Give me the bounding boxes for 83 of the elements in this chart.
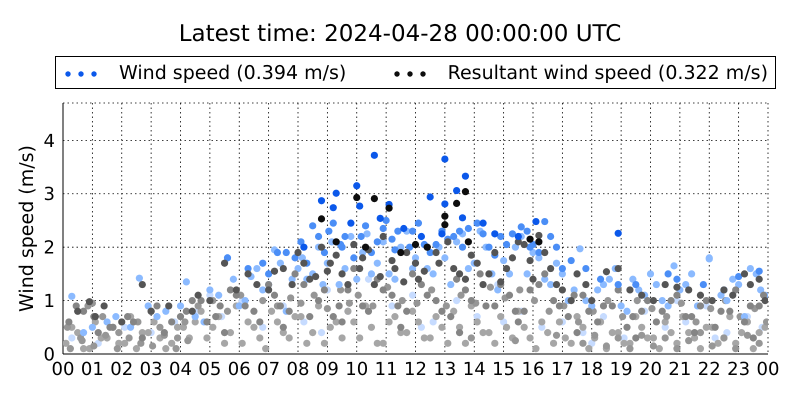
point bbox=[300, 244, 308, 251]
legend-label: Wind speed (0.394 m/s) bbox=[119, 62, 346, 84]
x-tick-label: 14 bbox=[462, 358, 486, 380]
point bbox=[300, 318, 308, 326]
point bbox=[370, 152, 378, 159]
point bbox=[462, 188, 470, 196]
point bbox=[462, 172, 470, 180]
x-tick-label: 15 bbox=[492, 358, 516, 380]
point bbox=[397, 248, 404, 256]
chart-title: Latest time: 2024-04-28 00:00:00 UTC bbox=[178, 20, 622, 48]
x-tick-label: 17 bbox=[550, 358, 574, 380]
point bbox=[356, 202, 364, 210]
point bbox=[526, 236, 534, 243]
point bbox=[453, 296, 460, 304]
x-tick-label: 00 bbox=[52, 358, 74, 380]
point bbox=[712, 334, 719, 342]
point bbox=[491, 230, 498, 238]
point bbox=[353, 182, 360, 190]
point bbox=[614, 230, 622, 237]
point bbox=[412, 240, 420, 248]
x-tick-label: 03 bbox=[140, 358, 163, 380]
x-tick-label: 13 bbox=[433, 358, 456, 380]
point bbox=[388, 302, 396, 310]
point bbox=[532, 218, 540, 226]
point bbox=[453, 200, 460, 207]
point bbox=[259, 324, 266, 331]
x-tick-label: 04 bbox=[169, 358, 192, 380]
point bbox=[514, 232, 522, 240]
point bbox=[464, 238, 472, 246]
point bbox=[68, 334, 76, 342]
y-tick-label: 4 bbox=[44, 130, 55, 152]
x-tick-label: 05 bbox=[198, 358, 222, 380]
point bbox=[362, 244, 370, 251]
point bbox=[318, 329, 326, 336]
point bbox=[441, 200, 448, 208]
point bbox=[364, 276, 372, 283]
y-tick-label: 1 bbox=[44, 290, 55, 312]
x-tick-label: 22 bbox=[698, 358, 721, 380]
point bbox=[353, 194, 360, 202]
legend-label: Resultant wind speed (0.322 m/s) bbox=[448, 62, 768, 84]
x-tick-label: 10 bbox=[345, 358, 368, 380]
x-tick-label: 08 bbox=[286, 358, 310, 380]
x-tick-label: 06 bbox=[228, 358, 251, 380]
point bbox=[453, 186, 460, 194]
x-tick-label: 20 bbox=[639, 358, 662, 380]
x-tick-label: 19 bbox=[610, 358, 633, 380]
x-tick-label: 02 bbox=[110, 358, 134, 380]
point bbox=[318, 197, 326, 204]
point bbox=[479, 220, 487, 227]
point bbox=[441, 212, 448, 220]
y-tick-label: 3 bbox=[44, 184, 55, 206]
point bbox=[400, 224, 408, 232]
point bbox=[458, 214, 466, 222]
x-tick-label: 18 bbox=[580, 358, 604, 380]
point bbox=[441, 155, 448, 163]
point bbox=[370, 194, 378, 202]
point bbox=[441, 221, 448, 228]
point bbox=[385, 204, 393, 212]
point bbox=[430, 318, 437, 326]
point bbox=[723, 329, 730, 336]
x-tick-label: 21 bbox=[668, 358, 692, 380]
y-axis-title: Wind speed (m/s) bbox=[16, 145, 38, 312]
point bbox=[318, 215, 326, 222]
x-tick-label: 07 bbox=[257, 358, 280, 380]
x-tick-label: 11 bbox=[374, 358, 398, 380]
x-tick-label: 12 bbox=[404, 358, 427, 380]
x-tick-label: 00 bbox=[756, 358, 780, 380]
x-tick-label: 01 bbox=[80, 358, 104, 380]
x-tick-label: 16 bbox=[522, 358, 544, 380]
point bbox=[332, 190, 340, 197]
x-tick-label: 09 bbox=[316, 358, 339, 380]
point bbox=[535, 238, 542, 246]
point bbox=[347, 220, 354, 227]
point bbox=[332, 238, 340, 246]
point bbox=[408, 292, 416, 299]
point bbox=[426, 193, 434, 201]
point bbox=[376, 214, 384, 222]
point bbox=[438, 230, 446, 238]
point bbox=[330, 204, 337, 212]
y-tick-label: 2 bbox=[44, 238, 55, 259]
x-tick-label: 23 bbox=[727, 358, 750, 380]
point bbox=[418, 324, 425, 331]
point bbox=[600, 313, 608, 320]
